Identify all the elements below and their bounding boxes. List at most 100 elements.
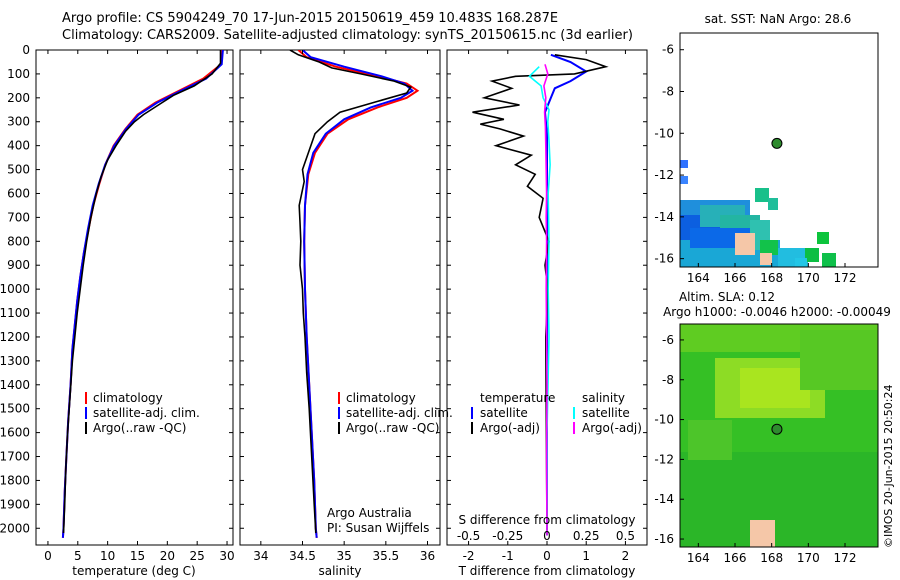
map-x-tick-label: 168 — [760, 551, 783, 565]
series-line-t-satellite — [543, 53, 589, 536]
depth-tick-label: 400 — [7, 139, 30, 153]
x-tick-label: 34 — [253, 549, 268, 563]
map-x-tick-label: 168 — [760, 271, 783, 285]
map-y-tick-label: -14 — [654, 210, 674, 224]
map-y-tick-label: -16 — [654, 252, 674, 266]
series-line-climatology — [61, 50, 224, 538]
difference-xlabel-top: S difference from climatology — [459, 513, 636, 527]
sla-map-frame — [679, 323, 879, 548]
profile-title: Argo profile: CS 5904249_70 17-Jun-2015 … — [62, 11, 559, 26]
series-line-argo-raw-qc- — [289, 50, 413, 534]
depth-tick-label: 1800 — [0, 473, 30, 487]
depth-axis: 0 100 200 300 400 500 600 700 800 900 1000 1100 1200… — [0, 43, 647, 535]
x-tick-label: -1 — [502, 549, 514, 563]
sst-map — [679, 32, 879, 268]
x-tick-label: 10 — [100, 549, 115, 563]
depth-tick-label: 1500 — [0, 402, 30, 416]
x-tick-label: 35.5 — [372, 549, 399, 563]
x-tick-label: 15 — [130, 549, 145, 563]
credit-line-2: PI: Susan Wijffels — [327, 521, 429, 535]
depth-tick-label: 100 — [7, 67, 30, 81]
difference-legend: temperature satellite Argo(-adj) salinit… — [471, 391, 642, 435]
depth-tick-label: 1100 — [0, 306, 30, 320]
depth-tick-label: 300 — [7, 115, 30, 129]
map-y-tick-label: -10 — [654, 413, 674, 427]
depth-tick-label: 500 — [7, 163, 30, 177]
x-tick-label-top: 0.25 — [573, 529, 600, 543]
salinity-xlabel: salinity — [318, 564, 361, 578]
temperature-xlabel: temperature (deg C) — [72, 564, 195, 578]
salinity-lines — [289, 50, 420, 538]
legend-label-argo: Argo(..raw -QC) — [93, 421, 186, 435]
legend-label-argo: Argo(..raw -QC) — [346, 421, 439, 435]
legend-label-t-argo: Argo(-adj) — [480, 421, 540, 435]
map-y-tick-label: -6 — [662, 43, 674, 57]
depth-tick-label: 700 — [7, 210, 30, 224]
sla-map — [679, 323, 879, 548]
x-tick-label: 5 — [74, 549, 82, 563]
map-y-tick-label: -10 — [654, 126, 674, 140]
x-tick-label-top: 0.5 — [616, 529, 635, 543]
difference-lines — [472, 53, 609, 536]
depth-tick-label: 600 — [7, 186, 30, 200]
argo-position-marker — [771, 137, 783, 149]
depth-tick-label: 1200 — [0, 330, 30, 344]
depth-tick-label: 2000 — [0, 521, 30, 535]
series-line-satellite-adj-clim- — [61, 50, 224, 538]
map-x-tick-label: 172 — [834, 271, 857, 285]
map-y-tick-label: -6 — [662, 333, 674, 347]
sla-map-title: Altim. SLA: 0.12 — [679, 290, 775, 304]
x-tick-label-top: -0.5 — [457, 529, 480, 543]
x-tick-label-top: 0 — [543, 529, 551, 543]
legend-label-satellite: satellite-adj. clim. — [93, 406, 200, 420]
legend-label-s-satellite: satellite — [582, 406, 630, 420]
sla-map-subtitle: Argo h1000: -0.0046 h2000: -0.00049 — [663, 305, 891, 319]
legend-label-satellite: satellite-adj. clim. — [346, 406, 453, 420]
temperature-x-ticks: 0 5 10 15 20 25 30 — [44, 50, 235, 563]
sst-map-title: sat. SST: NaN Argo: 28.6 — [705, 12, 852, 26]
sst-data-cells — [680, 160, 836, 267]
difference-xlabel: T difference from climatology — [458, 564, 636, 578]
sst-map-frame — [679, 32, 879, 268]
map-y-tick-label: -8 — [662, 373, 674, 387]
map-y-tick-label: -8 — [662, 85, 674, 99]
series-line-climatology — [297, 50, 420, 538]
x-tick-label: 35 — [337, 549, 352, 563]
depth-tick-label: 1900 — [0, 497, 30, 511]
series-line-s-satellite — [528, 66, 551, 536]
temperature-lines — [61, 50, 224, 538]
sst-map-ticks: 164 166 168 170 172 -6 -8 -10 -12 -14 -16 — [654, 43, 856, 285]
depth-tick-label: 0 — [22, 43, 30, 57]
map-y-tick-label: -12 — [654, 168, 674, 182]
map-y-tick-label: -12 — [654, 452, 674, 466]
climatology-title: Climatology: CARS2009. Satellite-adjuste… — [62, 28, 633, 43]
depth-tick-label: 1700 — [0, 450, 30, 464]
argo-position-marker — [771, 423, 783, 435]
salinity-x-ticks: 34 34.5 35 35.5 36 — [253, 50, 435, 563]
depth-tick-label: 1400 — [0, 378, 30, 392]
temperature-panel — [35, 49, 234, 546]
credit-line-1: Argo Australia — [327, 506, 412, 520]
map-y-tick-label: -16 — [654, 532, 674, 546]
x-tick-label: 34.5 — [289, 549, 316, 563]
depth-tick-label: 1300 — [0, 354, 30, 368]
map-x-tick-label: 166 — [724, 271, 747, 285]
legend-label-t-satellite: satellite — [480, 406, 528, 420]
legend-title-temperature: temperature — [480, 391, 555, 405]
map-x-tick-label: 172 — [834, 551, 857, 565]
depth-tick-label: 1600 — [0, 426, 30, 440]
temperature-legend: climatology satellite-adj. clim. Argo(..… — [85, 391, 200, 435]
x-tick-label: 36 — [420, 549, 435, 563]
series-line-satellite-adj-clim- — [301, 50, 415, 538]
x-tick-label: 0 — [543, 549, 551, 563]
difference-x-ticks: -2 -1 0 1 2 — [463, 50, 629, 563]
map-x-tick-label: 166 — [724, 551, 747, 565]
sla-map-ticks: 164 166 168 170 172 -6 -8 -10 -12 -14 -16 — [654, 333, 856, 565]
difference-x-ticks-top: -0.5 -0.25 0 0.25 0.5 — [457, 529, 635, 543]
map-x-tick-label: 164 — [687, 271, 710, 285]
depth-tick-label: 1000 — [0, 282, 30, 296]
series-line-t-argo-adj- — [472, 54, 609, 536]
map-x-tick-label: 170 — [797, 271, 820, 285]
x-tick-label: 20 — [160, 549, 175, 563]
